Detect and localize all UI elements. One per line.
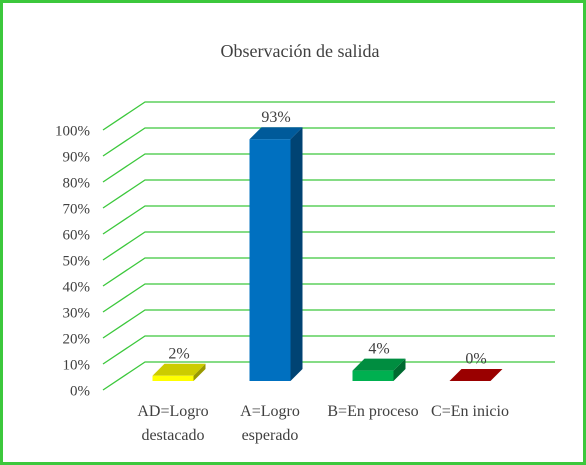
- value-label: 0%: [465, 351, 486, 368]
- bar-side: [193, 363, 206, 381]
- grid-line: [102, 153, 555, 183]
- y-tick-label: 20%: [63, 331, 91, 347]
- y-tick-label: 60%: [63, 227, 91, 243]
- y-tick-label: 40%: [63, 279, 91, 295]
- x-tick-label: B=En proceso: [327, 403, 419, 420]
- grid-line: [102, 309, 555, 339]
- x-tick-label: A=Logro esperado: [240, 403, 300, 444]
- y-tick-label: 50%: [63, 253, 91, 269]
- y-tick-label: 100%: [55, 123, 90, 139]
- grid-line: [102, 361, 555, 391]
- grid-line: [102, 257, 555, 287]
- bar-top: [152, 363, 206, 376]
- bar: [352, 370, 394, 381]
- grid-line: [102, 179, 555, 209]
- y-tick-label: 30%: [63, 305, 91, 321]
- chart-title: Observación de salida: [221, 41, 380, 61]
- grid-line: [102, 101, 555, 131]
- bar: [249, 139, 291, 381]
- grid-line: [102, 231, 555, 261]
- value-label: 93%: [261, 109, 290, 126]
- bar-top: [352, 358, 406, 371]
- bar-top: [249, 127, 303, 140]
- y-tick-label: 0%: [70, 383, 90, 399]
- bar: [152, 375, 194, 381]
- chart: Observación de salida 0% 10% 20% 30% 40% 50% 6…: [55, 41, 555, 399]
- bar-top: [449, 369, 503, 381]
- bar-side: [290, 127, 303, 381]
- y-tick-label: 80%: [63, 175, 91, 191]
- grid-line: [102, 335, 555, 365]
- grid-line: [102, 283, 555, 313]
- grid-line: [102, 127, 555, 157]
- y-tick-label: 10%: [63, 357, 91, 373]
- y-tick-label: 70%: [63, 201, 91, 217]
- x-tick-label: AD=Logro destacado: [137, 403, 209, 444]
- x-tick-label: C=En inicio: [431, 403, 509, 420]
- bar-side: [393, 358, 406, 381]
- value-label: 2%: [168, 345, 189, 362]
- grid-line: [102, 205, 555, 235]
- y-tick-label: 90%: [63, 149, 91, 165]
- value-label: 4%: [368, 340, 389, 357]
